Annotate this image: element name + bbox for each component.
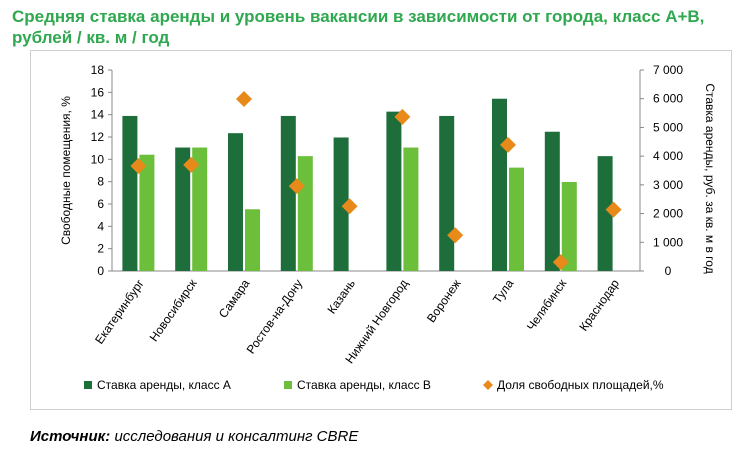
source-label: Источник: (30, 428, 111, 445)
y-right-tick-label: 0 (665, 264, 672, 278)
y-left-tick-label: 8 (97, 175, 104, 189)
bar-class-a (175, 147, 191, 271)
vacancy-marker (500, 136, 516, 153)
x-tick-label: Ростов-на-Дону (244, 277, 306, 357)
source-note: Источник: исследования и консалтинг CBRE (30, 428, 358, 445)
legend-swatch (483, 380, 493, 390)
bar-class-b (297, 156, 313, 271)
y-right-tick-label: 7 000 (653, 63, 683, 77)
y-left-tick-label: 6 (97, 197, 104, 211)
vacancy-marker (130, 158, 147, 175)
x-tick-label: Краснодар (576, 276, 622, 333)
x-tick-label: Воронеж (424, 277, 464, 325)
bar-class-a (228, 133, 243, 271)
vacancy-marker (394, 108, 411, 125)
y-right-tick-label: 2 000 (653, 207, 683, 221)
bar-class-b (561, 181, 577, 271)
bar-class-a (333, 137, 349, 271)
y-right-tick-label: 6 000 (653, 92, 683, 106)
bar-class-a (439, 115, 455, 271)
y-right-tick-label: 4 000 (653, 149, 683, 163)
chart-area (30, 50, 732, 410)
x-tick-label: Челябинск (524, 276, 570, 333)
y-left-tick-label: 4 (97, 219, 104, 233)
x-tick-label: Тула (490, 276, 517, 306)
bar-class-a (544, 131, 560, 271)
source-text: исследования и консалтинг CBRE (114, 428, 359, 445)
legend-label: Ставка аренды, класс А (97, 378, 231, 392)
x-tick-label: Самара (216, 276, 253, 320)
y-axis-left-title: Свободные помещения, % (59, 96, 73, 245)
y-left-tick-label: 14 (91, 108, 105, 122)
y-right-tick-label: 5 000 (653, 120, 683, 134)
y-left-tick-label: 0 (97, 264, 104, 278)
bar-class-b (139, 154, 155, 271)
vacancy-marker (552, 254, 569, 271)
vacancy-marker (605, 201, 622, 218)
bar-class-b (403, 147, 419, 271)
bar-class-a (492, 98, 507, 271)
vacancy-marker (447, 227, 464, 244)
x-tick-label: Казань (324, 277, 358, 317)
y-left-tick-label: 16 (91, 85, 105, 99)
y-left-tick-label: 2 (97, 242, 104, 256)
y-left-tick-label: 18 (91, 63, 105, 77)
bar-class-b (509, 167, 524, 271)
bar-class-a (386, 111, 402, 271)
y-left-tick-label: 10 (91, 152, 105, 166)
y-right-tick-label: 3 000 (653, 178, 683, 192)
chart-title: Средняя ставка аренды и уровень вакансии… (12, 7, 705, 47)
vacancy-marker (236, 91, 252, 108)
x-tick-label: Новосибирск (147, 276, 200, 344)
vacancy-marker (341, 198, 358, 215)
x-tick-label: Екатеринбург (92, 276, 147, 346)
y-right-tick-label: 1 000 (653, 235, 683, 249)
bar-class-a (122, 115, 138, 271)
bar-class-a (280, 115, 296, 271)
y-axis-right-title: Ставка аренды, руб. за кв. м в год (703, 83, 717, 273)
legend-swatch (284, 381, 292, 389)
legend-label: Ставка аренды, класс В (297, 378, 431, 392)
legend-swatch (84, 381, 92, 389)
bar-class-b (192, 147, 208, 271)
vacancy-marker (288, 178, 305, 195)
bar-class-b (245, 209, 260, 271)
vacancy-marker (183, 156, 200, 173)
bar-class-a (597, 156, 613, 271)
y-left-tick-label: 12 (91, 130, 105, 144)
legend-label: Доля свободных площадей,% (497, 378, 664, 392)
